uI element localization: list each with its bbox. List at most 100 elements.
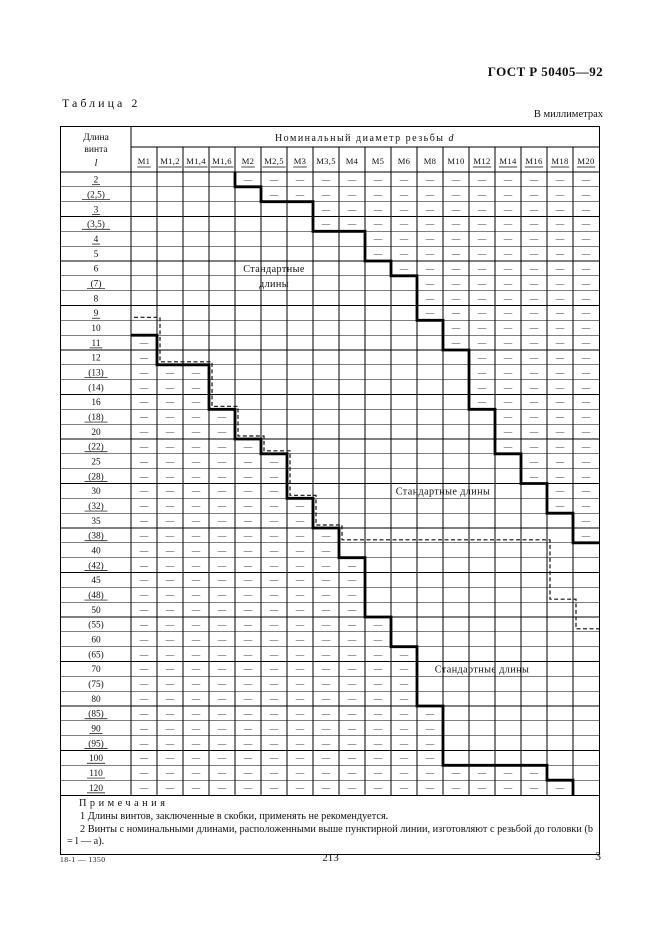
footer-page-number: 3 [595,851,601,863]
cell-dash: — [373,248,383,258]
cell-dash: — [555,278,565,288]
col-header-М2: М2 [242,156,255,166]
cell-dash: — [243,753,253,763]
cell-dash: — [503,219,513,229]
cell-dash: — [503,782,513,792]
row-label: 2 [94,176,99,186]
cell-dash: — [503,263,513,273]
cell-dash: — [191,560,201,570]
cell-dash: — [217,782,227,792]
row-label: (65) [88,649,104,660]
col-header-М1,4: М1,4 [186,156,206,166]
cell-dash: — [243,634,253,644]
cell-dash: — [165,545,175,555]
cell-dash: — [373,768,383,778]
cell-dash: — [451,174,461,184]
cell-dash: — [399,753,409,763]
cell-dash: — [217,441,227,451]
row-label: 3 [94,205,99,215]
cell-dash: — [581,397,591,407]
cell-dash: — [269,708,279,718]
cell-dash: — [217,501,227,511]
cell-dash: — [191,471,201,481]
cell-dash: — [529,426,539,436]
cell-dash: — [347,590,357,600]
col-header-М16: М16 [525,156,543,166]
cell-dash: — [321,189,331,199]
cell-dash: — [477,278,487,288]
cell-dash: — [529,471,539,481]
cell-dash: — [425,234,435,244]
cell-dash: — [139,738,149,748]
cell-dash: — [425,263,435,273]
cell-dash: — [529,174,539,184]
cell-dash: — [269,619,279,629]
cell-dash: — [321,723,331,733]
cell-dash: — [581,174,591,184]
col-header-М10: М10 [447,156,464,166]
cell-dash: — [295,664,305,674]
cell-dash: — [555,234,565,244]
cell-dash: — [373,204,383,214]
cell-dash: — [347,738,357,748]
cell-dash: — [139,619,149,629]
cell-dash: — [451,204,461,214]
cell-dash: — [191,738,201,748]
cell-dash: — [581,204,591,214]
cell-dash: — [373,649,383,659]
cell-dash: — [555,501,565,511]
cell-dash: — [451,278,461,288]
cell-dash: — [321,604,331,614]
cell-dash: — [243,619,253,629]
cell-dash: — [243,664,253,674]
cell-dash: — [269,189,279,199]
cell-dash: — [139,367,149,377]
cell-dash: — [451,782,461,792]
cell-dash: — [269,753,279,763]
cell-dash: — [581,278,591,288]
thick-boundary-right [233,172,599,545]
cell-dash: — [399,234,409,244]
cell-dash: — [347,753,357,763]
cell-dash: — [191,619,201,629]
cell-dash: — [425,174,435,184]
cell-dash: — [503,189,513,199]
cell-dash: — [139,708,149,718]
cell-dash: — [165,619,175,629]
cell-dash: — [321,590,331,600]
cell-dash: — [295,619,305,629]
cell-dash: — [321,530,331,540]
cell-dash: — [373,782,383,792]
std-length-label: длины [259,279,289,290]
row-label: 110 [89,769,103,779]
cell-dash: — [295,515,305,525]
cell-dash: — [399,768,409,778]
col-header-М3: М3 [294,156,307,166]
cell-dash: — [165,530,175,540]
cell-dash: — [555,248,565,258]
row-label: 90 [91,724,101,734]
footer-print-code: 18-1 — 1350 [60,855,106,864]
cell-dash: — [165,560,175,570]
cell-dash: — [347,679,357,689]
cell-dash: — [399,204,409,214]
cell-dash: — [451,308,461,318]
cell-dash: — [191,604,201,614]
cell-dash: — [217,456,227,466]
cell-dash: — [165,456,175,466]
cell-dash: — [581,337,591,347]
cell-dash: — [451,263,461,273]
cell-dash: — [217,530,227,540]
cell-dash: — [243,590,253,600]
cell-dash: — [581,382,591,392]
cell-dash: — [581,234,591,244]
cell-dash: — [503,248,513,258]
cell-dash: — [581,263,591,273]
footer-sheet-number: 213 [322,852,339,864]
cell-dash: — [165,590,175,600]
cell-dash: — [191,397,201,407]
cell-dash: — [503,426,513,436]
cell-dash: — [269,693,279,703]
cell-dash: — [477,782,487,792]
row-label: 50 [91,606,101,616]
